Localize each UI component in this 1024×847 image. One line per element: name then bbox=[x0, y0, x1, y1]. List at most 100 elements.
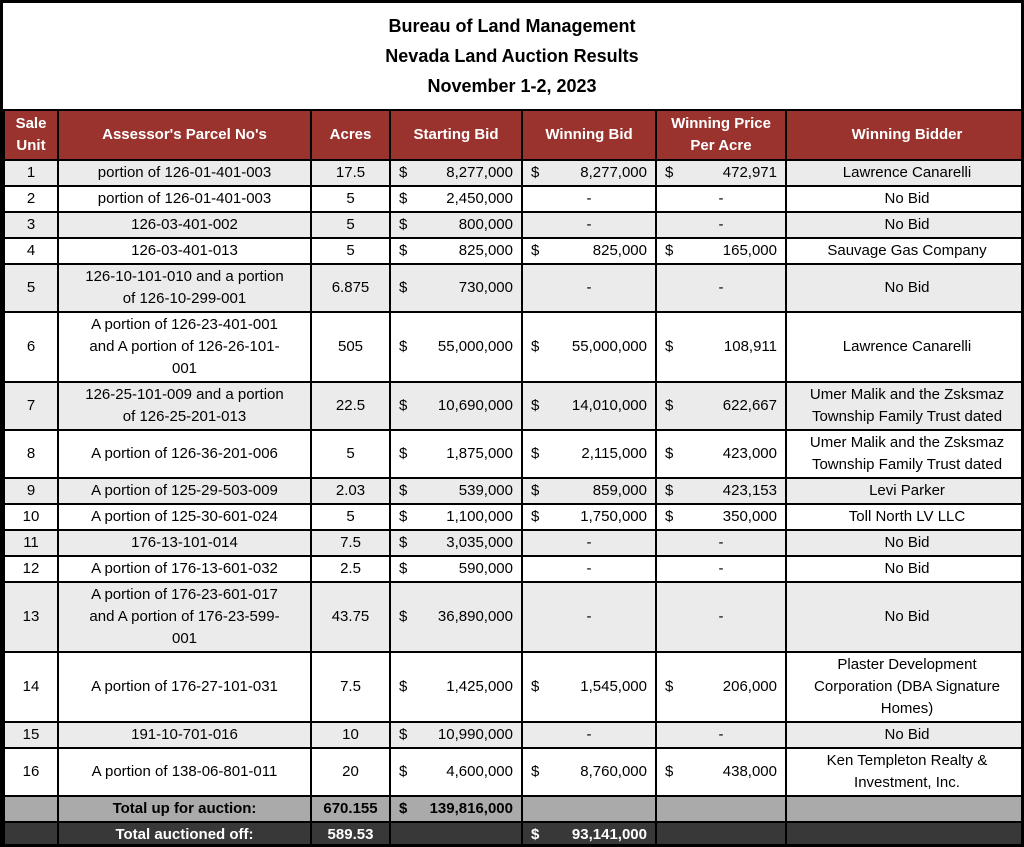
table-row: 12 A portion of 176-13-601-032 2.5 $590,000… bbox=[3, 555, 1021, 583]
no-bid-dash: - bbox=[718, 279, 724, 296]
cell-parcel: A portion of 126-23-401-001 and A portio… bbox=[57, 311, 312, 383]
no-bid-dash: - bbox=[586, 534, 592, 551]
table-row: 15 191-10-701-016 10 $10,990,000- - No Bid bbox=[3, 721, 1021, 749]
amount: 800,000 bbox=[458, 216, 513, 233]
table-row: 2 portion of 126-01-401-003 5 $2,450,000- - N… bbox=[3, 185, 1021, 213]
cell-sale-unit bbox=[3, 795, 59, 823]
cell-price-per-acre: $423,000 bbox=[655, 429, 787, 479]
dollar-sign: $ bbox=[399, 164, 408, 181]
dollar-sign: $ bbox=[531, 763, 540, 780]
total-row: Total auctioned off: 589.53 $93,141,000 bbox=[3, 821, 1021, 844]
table-row: 5 126-10-101-010 and a portion of 126-10-… bbox=[3, 263, 1021, 313]
table-row: 1 portion of 126-01-401-003 17.5 $8,277,000… bbox=[3, 159, 1021, 187]
no-bid-dash: - bbox=[586, 190, 592, 207]
money-value: $206,000 bbox=[658, 675, 784, 699]
cell-acres: 670.155 bbox=[310, 795, 391, 823]
money-value: $472,971 bbox=[658, 162, 784, 184]
cell-starting-bid: $2,450,000 bbox=[389, 185, 523, 213]
amount: 539,000 bbox=[458, 482, 513, 499]
cell-sale-unit: 14 bbox=[3, 651, 59, 723]
dollar-sign: $ bbox=[665, 482, 674, 499]
amount: 8,277,000 bbox=[446, 164, 513, 181]
dollar-sign: $ bbox=[531, 242, 540, 259]
cell-winning-bid: - bbox=[521, 581, 657, 653]
table-row: 13 A portion of 176-23-601-017 and A port… bbox=[3, 581, 1021, 653]
cell-winning-bidder: Lawrence Canarelli bbox=[785, 311, 1021, 383]
amount: 472,971 bbox=[722, 164, 777, 181]
cell-winning-bidder: No Bid bbox=[785, 529, 1021, 557]
cell-winning-bid: $8,760,000 bbox=[521, 747, 657, 797]
cell-price-per-acre: - bbox=[655, 529, 787, 557]
header-row: Sale Unit Assessor's Parcel No's Acres S… bbox=[3, 109, 1021, 161]
cell-parcel: A portion of 125-30-601-024 bbox=[57, 503, 312, 531]
cell-price-per-acre: $622,667 bbox=[655, 381, 787, 431]
cell-starting-bid: $36,890,000 bbox=[389, 581, 523, 653]
dollar-sign: $ bbox=[399, 397, 408, 414]
money-value: $93,141,000 bbox=[524, 824, 654, 844]
amount: 1,545,000 bbox=[580, 678, 647, 695]
col-header-winning-bidder: Winning Bidder bbox=[785, 109, 1021, 161]
cell-price-per-acre: $165,000 bbox=[655, 237, 787, 265]
money-value: $859,000 bbox=[524, 480, 654, 502]
money-value: $55,000,000 bbox=[524, 335, 654, 359]
amount: 2,450,000 bbox=[446, 190, 513, 207]
money-value: $3,035,000 bbox=[392, 532, 520, 554]
money-value: $2,450,000 bbox=[392, 188, 520, 210]
cell-starting-bid: $139,816,000 bbox=[389, 795, 523, 823]
cell-winning-bid: - bbox=[521, 211, 657, 239]
cell-parcel: 126-10-101-010 and a portion of 126-10-2… bbox=[57, 263, 312, 313]
col-header-winning-price-per-acre: Winning Price Per Acre bbox=[655, 109, 787, 161]
cell-winning-bid: - bbox=[521, 529, 657, 557]
table-row: 4 126-03-401-013 5 $825,000 $825,000 $165,000… bbox=[3, 237, 1021, 265]
dollar-sign: $ bbox=[665, 678, 674, 695]
cell-acres: 5 bbox=[310, 211, 391, 239]
cell-starting-bid: $10,690,000 bbox=[389, 381, 523, 431]
amount: 438,000 bbox=[722, 763, 777, 780]
cell-winning-bid bbox=[521, 795, 657, 823]
cell-winning-bidder bbox=[785, 795, 1021, 823]
title-line-3: November 1-2, 2023 bbox=[427, 76, 597, 96]
cell-winning-bid: $55,000,000 bbox=[521, 311, 657, 383]
amount: 139,816,000 bbox=[429, 800, 513, 817]
money-value: $55,000,000 bbox=[392, 335, 520, 359]
dollar-sign: $ bbox=[399, 482, 408, 499]
total-label: Total up for auction: bbox=[57, 795, 312, 823]
no-bid-dash: - bbox=[718, 534, 724, 551]
title-line-2: Nevada Land Auction Results bbox=[385, 46, 639, 66]
dollar-sign: $ bbox=[399, 800, 408, 817]
cell-parcel: 126-25-101-009 and a portion of 126-25-2… bbox=[57, 381, 312, 431]
cell-parcel: A portion of 125-29-503-009 bbox=[57, 477, 312, 505]
cell-price-per-acre: - bbox=[655, 263, 787, 313]
cell-winning-bidder: Umer Malik and the Zsksmaz Township Fami… bbox=[785, 429, 1021, 479]
cell-sale-unit: 4 bbox=[3, 237, 59, 265]
money-value: $2,115,000 bbox=[524, 442, 654, 466]
cell-acres: 2.03 bbox=[310, 477, 391, 505]
dollar-sign: $ bbox=[399, 560, 408, 577]
cell-price-per-acre: - bbox=[655, 581, 787, 653]
cell-winning-bid: $8,277,000 bbox=[521, 159, 657, 187]
cell-price-per-acre: $350,000 bbox=[655, 503, 787, 531]
cell-starting-bid: $1,875,000 bbox=[389, 429, 523, 479]
cell-price-per-acre: $438,000 bbox=[655, 747, 787, 797]
cell-acres: 22.5 bbox=[310, 381, 391, 431]
cell-winning-bidder: No Bid bbox=[785, 555, 1021, 583]
money-value: $139,816,000 bbox=[392, 798, 520, 820]
cell-parcel: portion of 126-01-401-003 bbox=[57, 185, 312, 213]
cell-winning-bid: $859,000 bbox=[521, 477, 657, 505]
amount: 423,000 bbox=[722, 445, 777, 462]
money-value: $423,000 bbox=[658, 442, 784, 466]
dollar-sign: $ bbox=[531, 482, 540, 499]
no-bid-dash: - bbox=[718, 190, 724, 207]
cell-sale-unit: 5 bbox=[3, 263, 59, 313]
dollar-sign: $ bbox=[399, 279, 408, 296]
amount: 206,000 bbox=[722, 678, 777, 695]
money-value: $8,277,000 bbox=[524, 162, 654, 184]
money-value: $8,277,000 bbox=[392, 162, 520, 184]
cell-sale-unit: 16 bbox=[3, 747, 59, 797]
cell-price-per-acre bbox=[655, 795, 787, 823]
dollar-sign: $ bbox=[399, 608, 408, 625]
document-title: Bureau of Land Management Nevada Land Au… bbox=[3, 3, 1021, 109]
money-value: $1,750,000 bbox=[524, 506, 654, 528]
